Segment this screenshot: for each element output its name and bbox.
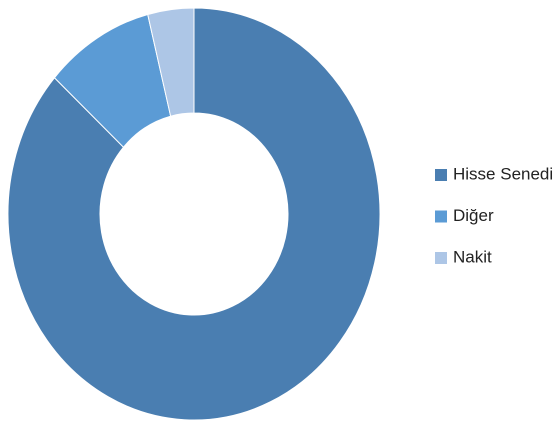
legend-label: Nakit [453, 247, 492, 266]
donut-slice [7, 7, 381, 421]
legend-label: Diğer [453, 206, 494, 225]
legend-swatch [435, 252, 447, 264]
legend-swatch [435, 210, 447, 223]
legend-label: Hisse Senedi [453, 164, 553, 183]
donut-slice [147, 7, 195, 117]
legend-swatch [435, 169, 447, 181]
